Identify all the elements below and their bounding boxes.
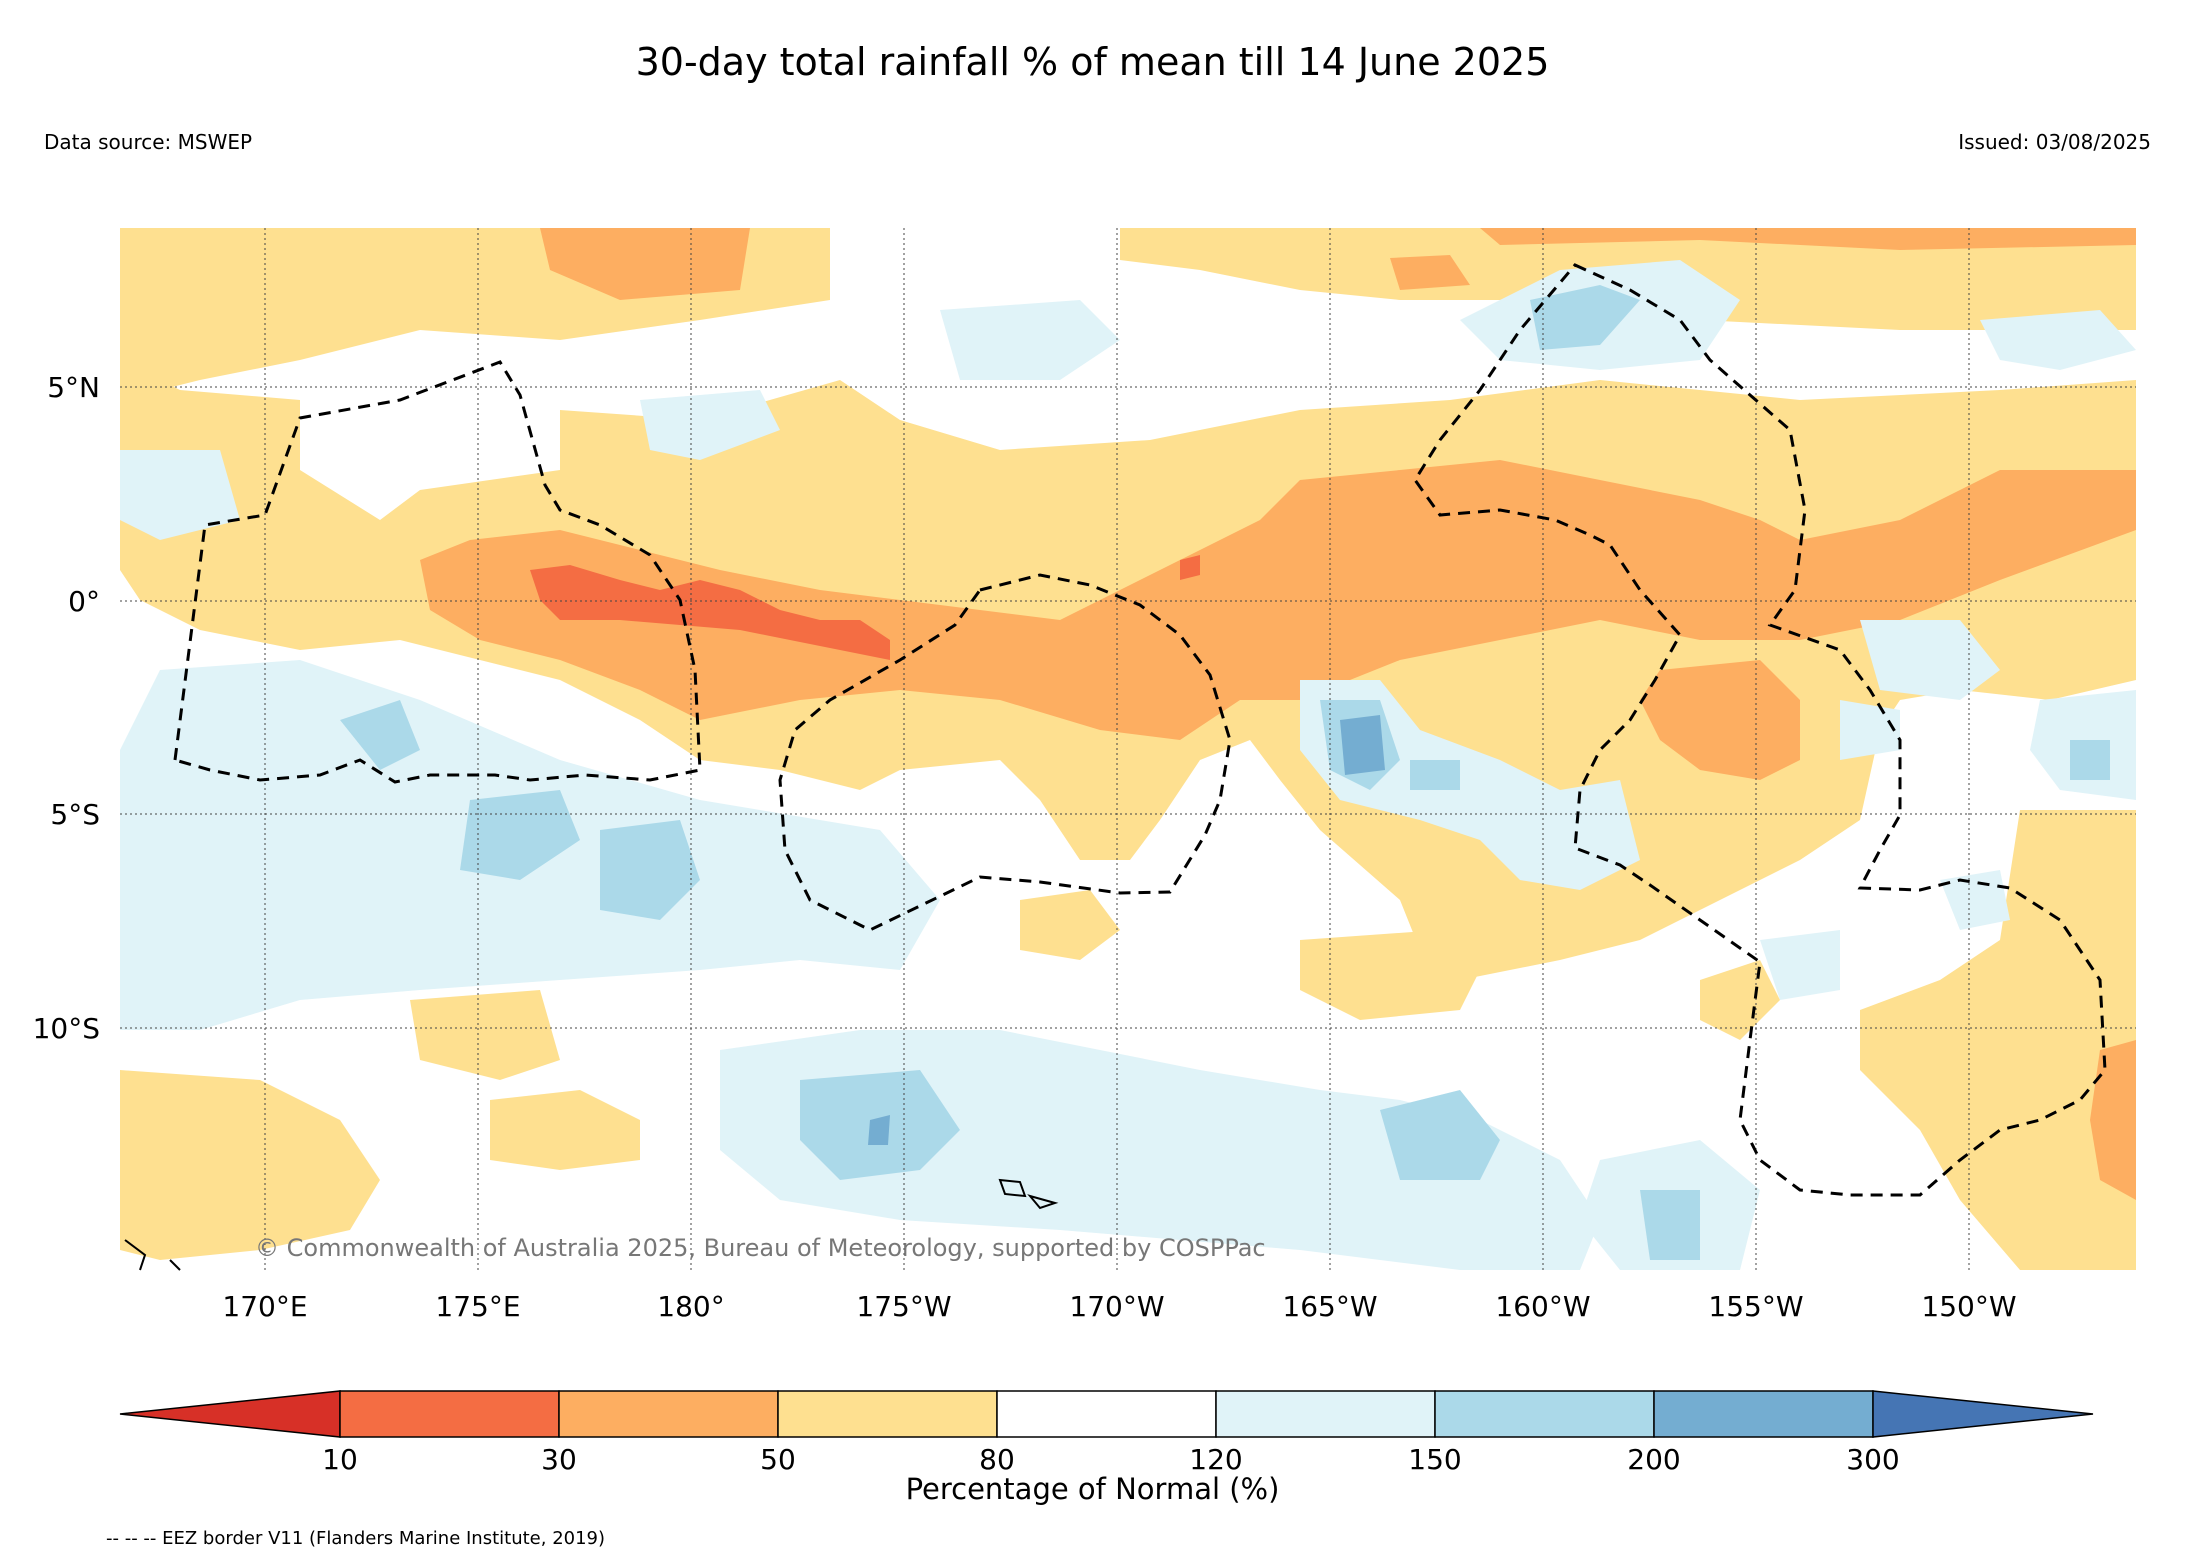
lat-label-0: 0°	[68, 585, 100, 618]
lon-label-150w: 150°W	[1921, 1290, 2016, 1323]
colorbar-segment-10-30	[339, 1390, 560, 1438]
lat-label-5n: 5°N	[47, 371, 100, 404]
eez-borders	[173, 263, 2107, 1197]
eez-legend-note: -- -- -- EEZ border V11 (Flanders Marine…	[106, 1528, 606, 1549]
lon-label-165w: 165°W	[1282, 1290, 1377, 1323]
colorbar-tick-300: 300	[1846, 1443, 1900, 1476]
map-title: 30-day total rainfall % of mean till 14 …	[635, 40, 1550, 84]
lon-label-160w: 160°W	[1495, 1290, 1590, 1323]
colorbar-segment-30-50	[558, 1390, 779, 1438]
colorbar-segment-120-150	[1215, 1390, 1436, 1438]
lat-label-5s: 5°S	[50, 798, 100, 831]
colorbar-segment-50-80	[777, 1390, 998, 1438]
colorbar-tick-150: 150	[1408, 1443, 1462, 1476]
rainfall-field	[120, 228, 2136, 1270]
lon-label-175e: 175°E	[435, 1290, 520, 1323]
data-source-label: Data source: MSWEP	[44, 130, 253, 154]
colorbar-tick-120: 120	[1189, 1443, 1243, 1476]
colorbar-tick-30: 30	[541, 1443, 577, 1476]
graticule	[120, 228, 2136, 1270]
issued-date-label: Issued: 03/08/2025	[1958, 130, 2151, 154]
colorbar-tick-200: 200	[1627, 1443, 1681, 1476]
colorbar-tick-50: 50	[760, 1443, 796, 1476]
lon-label-175w: 175°W	[856, 1290, 951, 1323]
colorbar-segment-80-120	[996, 1390, 1217, 1438]
colorbar-tick-80: 80	[979, 1443, 1015, 1476]
colorbar-low-extend	[119, 1390, 341, 1438]
islands	[124, 1178, 1059, 1271]
lat-label-10s: 10°S	[33, 1012, 100, 1045]
colorbar-segment-150-200	[1434, 1390, 1655, 1438]
lon-label-180: 180°	[657, 1290, 724, 1323]
lon-label-170w: 170°W	[1069, 1290, 1164, 1323]
colorbar-segment-200-300	[1653, 1390, 1874, 1438]
lon-label-170e: 170°E	[222, 1290, 307, 1323]
lon-label-155w: 155°W	[1708, 1290, 1803, 1323]
copyright-notice: © Commonwealth of Australia 2025, Bureau…	[255, 1234, 1266, 1262]
colorbar-high-extend	[1872, 1390, 2094, 1438]
colorbar-title: Percentage of Normal (%)	[905, 1472, 1280, 1506]
colorbar-tick-10: 10	[322, 1443, 358, 1476]
colorbar	[119, 1390, 2094, 1438]
